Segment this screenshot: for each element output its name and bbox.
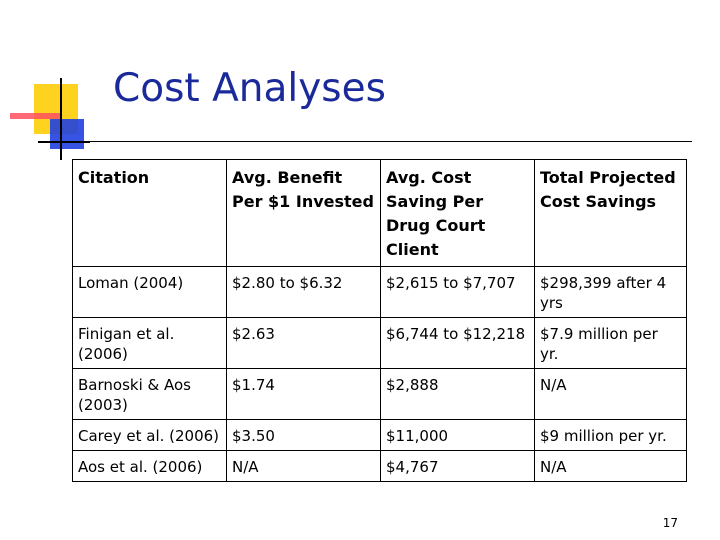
table-row: Carey et al. (2006) $3.50 $11,000 $9 mil…	[72, 419, 687, 451]
table-row: Aos et al. (2006) N/A $4,767 N/A	[72, 450, 687, 482]
cell-total: $298,399 after 4 yrs	[534, 266, 687, 318]
table-row: Barnoski & Aos (2003) $1.74 $2,888 N/A	[72, 368, 687, 420]
cell-total: $9 million per yr.	[534, 419, 687, 451]
header-total-savings: Total Projected Cost Savings	[534, 159, 687, 267]
cell-total: $7.9 million per yr.	[534, 317, 687, 369]
logo-vertical-line	[60, 78, 62, 160]
cell-cost-saving: $2,615 to $7,707	[380, 266, 535, 318]
logo-blue-square	[50, 119, 84, 149]
cost-analyses-table: Citation Avg. Benefit Per $1 Invested Av…	[72, 159, 687, 482]
cell-benefit: $1.74	[226, 368, 381, 420]
cell-cost-saving: $2,888	[380, 368, 535, 420]
cell-cost-saving: $4,767	[380, 450, 535, 482]
logo-red-bar	[10, 113, 62, 119]
title-underline	[42, 141, 692, 142]
header-citation: Citation	[72, 159, 227, 267]
cell-benefit: $2.80 to $6.32	[226, 266, 381, 318]
cell-benefit: $3.50	[226, 419, 381, 451]
cell-citation: Aos et al. (2006)	[72, 450, 227, 482]
cell-total: N/A	[534, 368, 687, 420]
cell-citation: Finigan et al. (2006)	[72, 317, 227, 369]
cell-benefit: $2.63	[226, 317, 381, 369]
logo-horizontal-line	[38, 141, 90, 143]
header-avg-benefit: Avg. Benefit Per $1 Invested	[226, 159, 381, 267]
cell-citation: Barnoski & Aos (2003)	[72, 368, 227, 420]
cell-cost-saving: $6,744 to $12,218	[380, 317, 535, 369]
decorative-logo	[0, 0, 120, 170]
table-header-row: Citation Avg. Benefit Per $1 Invested Av…	[72, 159, 687, 267]
table-row: Loman (2004) $2.80 to $6.32 $2,615 to $7…	[72, 266, 687, 318]
cell-citation: Loman (2004)	[72, 266, 227, 318]
cell-benefit: N/A	[226, 450, 381, 482]
cell-citation: Carey et al. (2006)	[72, 419, 227, 451]
header-avg-cost-saving: Avg. Cost Saving Per Drug Court Client	[380, 159, 535, 267]
cell-cost-saving: $11,000	[380, 419, 535, 451]
page-number: 17	[662, 516, 678, 530]
cell-total: N/A	[534, 450, 687, 482]
slide-title: Cost Analyses	[113, 66, 386, 111]
table-row: Finigan et al. (2006) $2.63 $6,744 to $1…	[72, 317, 687, 369]
